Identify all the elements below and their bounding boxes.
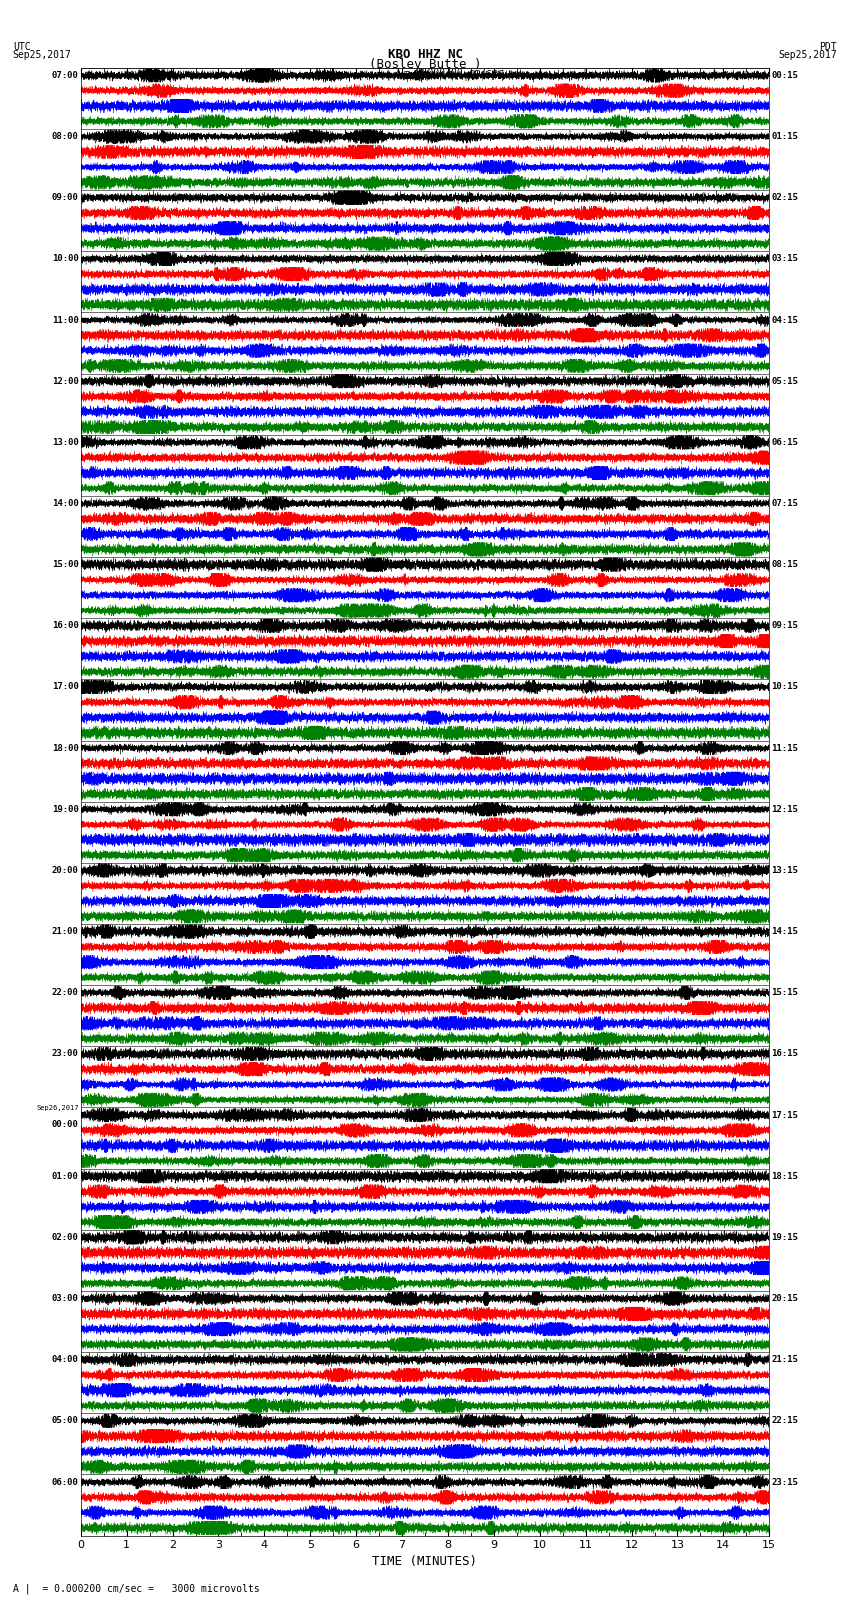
Text: |: | (394, 68, 401, 79)
Text: 01:00: 01:00 (52, 1171, 79, 1181)
Text: KBO HHZ NC: KBO HHZ NC (388, 48, 462, 61)
Text: 03:00: 03:00 (52, 1294, 79, 1303)
Text: 13:15: 13:15 (771, 866, 798, 874)
Text: 13:00: 13:00 (52, 437, 79, 447)
Text: 23:00: 23:00 (52, 1050, 79, 1058)
Text: 15:00: 15:00 (52, 560, 79, 569)
Text: 09:00: 09:00 (52, 194, 79, 202)
Text: 00:15: 00:15 (771, 71, 798, 81)
Text: Sep25,2017: Sep25,2017 (13, 50, 71, 60)
Text: 05:15: 05:15 (771, 377, 798, 386)
Text: 21:00: 21:00 (52, 927, 79, 936)
Text: UTC: UTC (13, 42, 31, 52)
Text: 03:15: 03:15 (771, 255, 798, 263)
X-axis label: TIME (MINUTES): TIME (MINUTES) (372, 1555, 478, 1568)
Text: Sep26,2017: Sep26,2017 (37, 1105, 79, 1111)
Text: 18:15: 18:15 (771, 1171, 798, 1181)
Text: 18:00: 18:00 (52, 744, 79, 753)
Text: 00:00: 00:00 (52, 1119, 79, 1129)
Text: 23:15: 23:15 (771, 1478, 798, 1487)
Text: 14:15: 14:15 (771, 927, 798, 936)
Text: 12:15: 12:15 (771, 805, 798, 815)
Text: 14:00: 14:00 (52, 498, 79, 508)
Text: = 0.000200 cm/sec: = 0.000200 cm/sec (404, 68, 503, 77)
Text: 06:00: 06:00 (52, 1478, 79, 1487)
Text: 10:15: 10:15 (771, 682, 798, 692)
Text: 15:15: 15:15 (771, 989, 798, 997)
Text: 21:15: 21:15 (771, 1355, 798, 1365)
Text: 20:00: 20:00 (52, 866, 79, 874)
Text: 20:15: 20:15 (771, 1294, 798, 1303)
Text: 04:00: 04:00 (52, 1355, 79, 1365)
Text: 01:15: 01:15 (771, 132, 798, 140)
Text: 02:00: 02:00 (52, 1232, 79, 1242)
Text: 07:15: 07:15 (771, 498, 798, 508)
Text: Sep25,2017: Sep25,2017 (779, 50, 837, 60)
Text: 08:00: 08:00 (52, 132, 79, 140)
Text: 06:15: 06:15 (771, 437, 798, 447)
Text: 11:00: 11:00 (52, 316, 79, 324)
Text: 17:15: 17:15 (771, 1111, 798, 1119)
Text: 12:00: 12:00 (52, 377, 79, 386)
Text: A |  = 0.000200 cm/sec =   3000 microvolts: A | = 0.000200 cm/sec = 3000 microvolts (13, 1582, 259, 1594)
Text: 11:15: 11:15 (771, 744, 798, 753)
Text: 16:00: 16:00 (52, 621, 79, 631)
Text: 19:00: 19:00 (52, 805, 79, 815)
Text: 05:00: 05:00 (52, 1416, 79, 1426)
Text: 19:15: 19:15 (771, 1232, 798, 1242)
Text: 10:00: 10:00 (52, 255, 79, 263)
Text: 16:15: 16:15 (771, 1050, 798, 1058)
Text: PDT: PDT (819, 42, 837, 52)
Text: 07:00: 07:00 (52, 71, 79, 81)
Text: 22:15: 22:15 (771, 1416, 798, 1426)
Text: 02:15: 02:15 (771, 194, 798, 202)
Text: 09:15: 09:15 (771, 621, 798, 631)
Text: 04:15: 04:15 (771, 316, 798, 324)
Text: 08:15: 08:15 (771, 560, 798, 569)
Text: (Bosley Butte ): (Bosley Butte ) (369, 58, 481, 71)
Text: 17:00: 17:00 (52, 682, 79, 692)
Text: 22:00: 22:00 (52, 989, 79, 997)
